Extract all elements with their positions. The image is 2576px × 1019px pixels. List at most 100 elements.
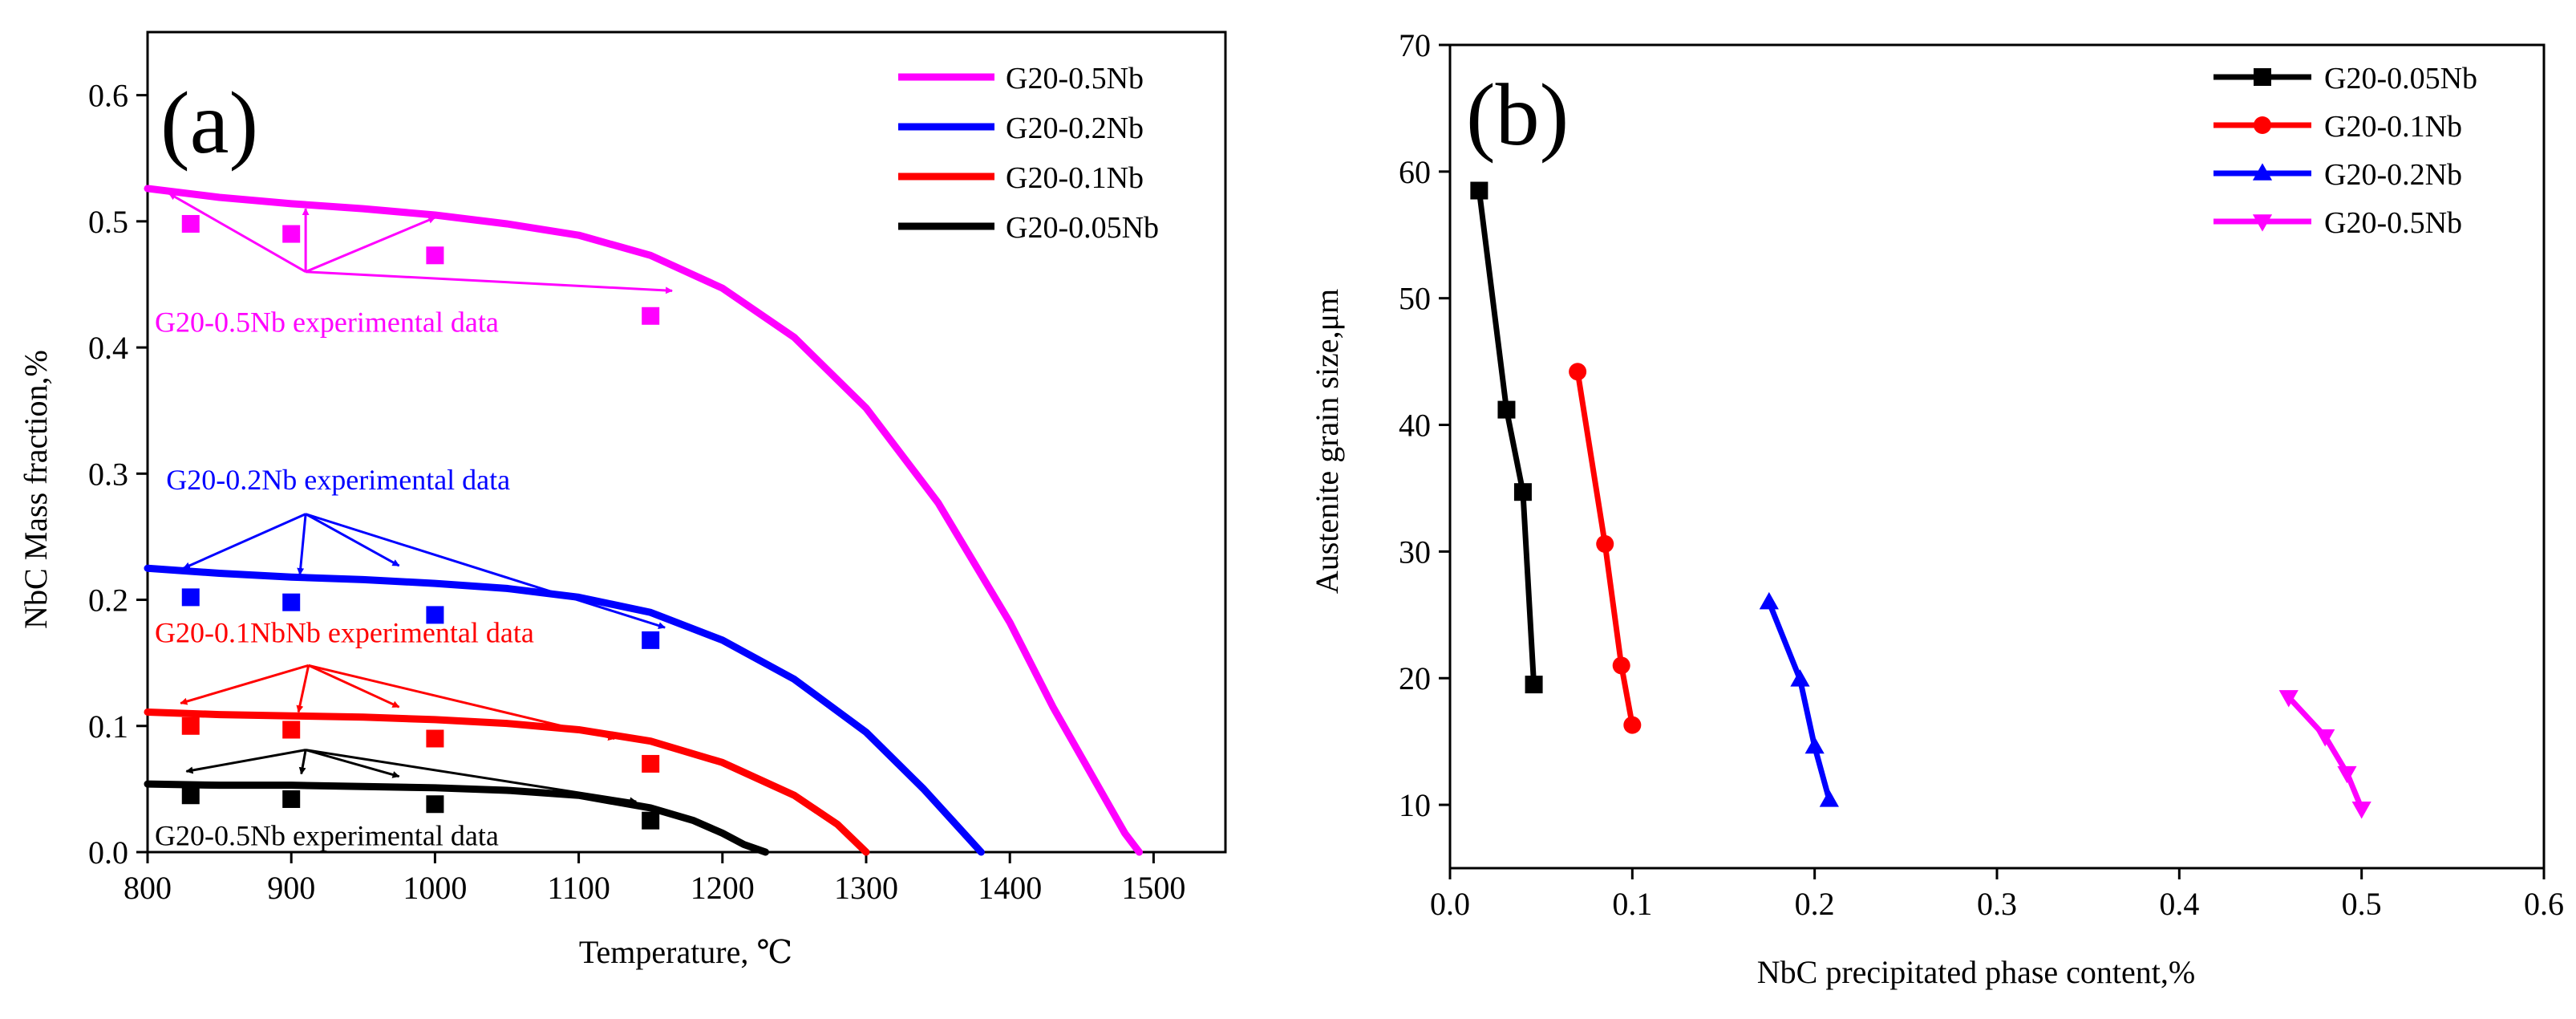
panel-a-annotation-arrow — [180, 664, 310, 705]
panel-a-experimental-point — [426, 795, 444, 814]
panel-a-xtick-label: 900 — [267, 870, 315, 906]
panel-a-annotation-arrow — [185, 749, 306, 774]
panel-a-annotation-arrow — [298, 749, 307, 775]
panel-b-xtick-label: 0.2 — [1795, 886, 1835, 922]
panel-a-ytick-label: 0.5 — [88, 204, 128, 240]
panel-b-legend-marker — [2254, 116, 2271, 134]
panel-b-series-point — [1513, 483, 1532, 501]
panel-b-series-point — [1470, 181, 1488, 200]
panel-a-experimental-point — [642, 631, 660, 649]
panel-b-xtick-label: 0.1 — [1612, 886, 1652, 922]
panel-a-legend-label: G20-0.5Nb — [1006, 62, 1144, 95]
panel-a-label: (a) — [160, 74, 258, 172]
panel-b-xtick-label: 0.6 — [2524, 886, 2564, 922]
panel-a-annotation-arrow — [305, 749, 400, 778]
panel-b-ytick-label: 40 — [1399, 408, 1431, 444]
panel-a-ytick-label: 0.3 — [88, 456, 128, 492]
panel-a-annotation-label: G20-0.5Nb experimental data — [155, 307, 499, 339]
panel-b-legend-marker — [2252, 163, 2273, 181]
panel-b-chart: 0.0 0.1 0.2 0.3 0.4 0.5 0.6 10 20 30 40 50 60 70 G20-… — [1309, 27, 2564, 990]
panel-b-label: (b) — [1466, 66, 1569, 164]
panel-a-annotation-arrow — [305, 216, 436, 274]
panel-a-experimental-point — [426, 606, 444, 624]
panel-a-experimental-point — [181, 786, 200, 805]
panel-a-annotation-arrow — [168, 192, 306, 274]
panel-b-series-point — [1497, 400, 1516, 419]
panel-a-legend-label: G20-0.2Nb — [1006, 112, 1144, 145]
panel-a-annotation-arrow — [305, 513, 666, 629]
panel-a-ytick-label: 0.1 — [88, 708, 128, 745]
panel-b-xlabel: NbC precipitated phase content,% — [1757, 954, 2195, 990]
panel-b-series-G20-0.1Nb-line — [1574, 371, 1635, 726]
panel-b-ytick-label: 50 — [1399, 281, 1431, 317]
panel-b-series-point — [1790, 669, 1810, 687]
panel-a-xtick-label: 1100 — [547, 870, 610, 906]
panel-a-experimental-point — [181, 214, 200, 233]
panel-b-ytick-label: 10 — [1399, 787, 1431, 823]
panel-a-xtick-label: 1000 — [403, 870, 467, 906]
panel-a-annotation-label: G20-0.5Nb experimental data — [155, 820, 499, 852]
panel-b-ytick-label: 60 — [1399, 154, 1431, 190]
panel-a-ytick-label: 0.4 — [88, 330, 128, 366]
panel-b-ytick-label: 70 — [1399, 27, 1431, 63]
panel-a-plot-frame — [146, 30, 1227, 854]
panel-b-legend-label: G20-0.05Nb — [2324, 62, 2477, 95]
panel-a-experimental-point — [426, 246, 444, 265]
panel-a-experimental-point — [642, 307, 660, 325]
panel-b-series-point — [1804, 736, 1825, 754]
panel-b-series-point — [1819, 790, 1839, 807]
panel-b-series-point — [2315, 729, 2335, 747]
panel-a-series-G20-0.05Nb-line — [144, 780, 770, 856]
panel-a-ylabel: NbC Mass fraction,% — [18, 350, 54, 629]
panel-a-ytick-label: 0.2 — [88, 583, 128, 619]
panel-b-series-point — [1623, 716, 1642, 734]
panel-a-series-G20-0.1Nb-line — [144, 708, 870, 856]
panel-b-series-point — [1596, 534, 1614, 553]
panel-a-experimental-point — [642, 811, 660, 830]
panel-a-annotation-label: G20-0.2Nb experimental data — [166, 464, 510, 496]
panel-b-legend-label: G20-0.2Nb — [2324, 158, 2462, 192]
panel-b-legend-label: G20-0.5Nb — [2324, 206, 2462, 240]
panel-a-experimental-point — [282, 790, 301, 808]
panel-b-series-point — [2351, 802, 2371, 819]
panel-a-xtick-label: 1200 — [691, 870, 755, 906]
panel-a-annotation-arrow — [296, 664, 310, 713]
panel-a-experimental-point — [181, 717, 200, 735]
panel-b-ylabel: Austenite grain size,μm — [1309, 289, 1345, 594]
panel-a-experimental-point — [181, 588, 200, 607]
panel-a-legend-label: G20-0.05Nb — [1006, 211, 1159, 245]
panel-b-series-G20-0.05Nb-line — [1476, 190, 1537, 685]
panel-b-xtick-label: 0.0 — [1430, 886, 1470, 922]
panel-a-annotation-label: G20-0.1NbNb experimental data — [155, 616, 534, 648]
panel-a-experimental-point — [282, 225, 301, 243]
panel-a-xtick-label: 1500 — [1121, 870, 1185, 906]
panel-a-experimental-point — [426, 729, 444, 748]
panel-b-xtick-label: 0.4 — [2159, 886, 2199, 922]
panel-a-xtick-label: 1300 — [834, 870, 898, 906]
panel-a-ytick-label: 0.6 — [88, 78, 128, 114]
panel-b-legend-marker — [2254, 68, 2271, 86]
panel-b-series-point — [1759, 591, 1779, 610]
panel-a-annotation-arrow — [182, 513, 306, 570]
panel-a-legend-label: G20-0.1Nb — [1006, 161, 1144, 195]
panel-b-series-G20-0.2Nb-line — [1766, 601, 1833, 801]
panel-a-annotation-arrow — [306, 270, 673, 294]
panel-a-chart: 800 900 1000 1100 1200 1300 1400 1500 0.0 0.1 0.2 0… — [18, 30, 1227, 970]
panel-b-series-G20-0.5Nb-line — [2286, 695, 2364, 810]
panel-b-legend-label: G20-0.1Nb — [2324, 110, 2462, 144]
panel-a-xlabel: Temperature, ℃ — [579, 934, 792, 970]
panel-a-series-G20-0.2Nb-line — [144, 564, 985, 856]
panel-b-series-point — [1612, 656, 1630, 675]
panel-b-series-point — [2278, 690, 2299, 708]
panel-b-legend-marker — [2252, 214, 2273, 232]
panel-b-xtick-label: 0.3 — [1977, 886, 2017, 922]
panel-a-xtick-label: 800 — [124, 870, 172, 906]
panel-b-ytick-label: 30 — [1399, 534, 1431, 570]
panel-b-series-point — [1569, 363, 1587, 381]
panel-a-annotation-arrow — [305, 513, 400, 567]
panel-a-series-G20-0.5Nb-line — [144, 185, 1143, 856]
panel-a-annotation-arrow — [297, 514, 307, 575]
panel-a-experimental-point — [282, 721, 301, 739]
panel-b-series-point — [1525, 676, 1543, 694]
